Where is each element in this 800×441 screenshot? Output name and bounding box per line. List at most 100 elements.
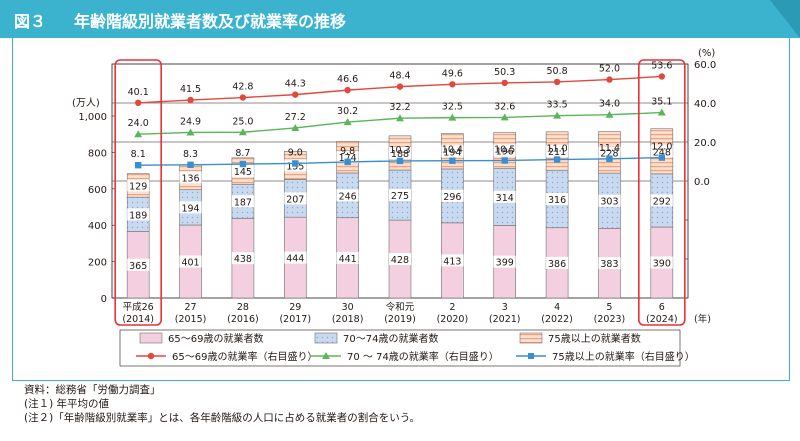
bar-value-label: 228	[600, 148, 618, 159]
line-value-label: 10.4	[442, 145, 463, 156]
line-value-label: 12.0	[651, 142, 672, 153]
x-tick-label-year: (2020)	[437, 314, 469, 325]
line-point	[239, 160, 247, 168]
line-point	[449, 157, 456, 164]
legend-label: 65～69歳の就業率（右目盛り）	[172, 350, 317, 363]
right-tick-label: 60.0	[694, 60, 716, 71]
left-tick-label: 0	[101, 294, 107, 305]
x-tick-label-era: 4	[554, 302, 560, 313]
legend-marker	[528, 353, 534, 359]
x-tick-label-era: 30	[342, 302, 354, 313]
x-axis-unit: (年)	[694, 313, 711, 325]
left-tick-label: 800	[88, 148, 107, 159]
bar-label-bg	[127, 179, 150, 192]
line-point	[396, 83, 404, 90]
line-point	[134, 162, 142, 169]
line-point	[501, 157, 508, 164]
bar-value-label: 194	[181, 203, 199, 214]
bar-value-label: 303	[600, 197, 618, 208]
legend-label: 75歳以上の就業者数	[548, 332, 641, 345]
note-source: 資料：総務省「労働力調査」	[24, 384, 161, 396]
bar-label-bg	[179, 171, 202, 184]
line-point	[448, 113, 457, 121]
line-value-label: 32.6	[494, 101, 515, 112]
bar-value-label: 136	[181, 173, 199, 184]
left-axis-unit: (万人)	[72, 97, 100, 109]
bar-value-label: 428	[391, 255, 409, 266]
x-tick-label-era: 6	[659, 302, 665, 313]
bar-label-bg	[127, 258, 150, 271]
line-point	[187, 96, 194, 104]
bar-value-label: 444	[286, 254, 304, 265]
line-point	[553, 156, 561, 163]
line-value-label: 10.5	[494, 145, 515, 156]
bar-label-bg	[598, 194, 621, 207]
x-tick-label-year: (2022)	[541, 314, 573, 325]
line-point	[605, 110, 614, 118]
line-point	[187, 161, 194, 169]
bar-value-label: 207	[286, 194, 304, 205]
line-point	[658, 73, 666, 80]
x-tick-label-year: (2014)	[122, 314, 154, 325]
bar-value-label: 188	[391, 149, 409, 160]
line-point	[606, 76, 613, 83]
bar-label-bg	[336, 151, 359, 164]
legend-marker	[322, 352, 330, 359]
bar-label-bg	[650, 256, 673, 269]
line-value-label: 32.2	[389, 102, 410, 113]
line-point	[344, 86, 351, 94]
line-point	[553, 78, 561, 86]
line-point	[396, 157, 404, 165]
line-value-label: 34.0	[599, 99, 620, 110]
line-value-label: 49.6	[442, 68, 463, 79]
line-value-label: 30.2	[337, 106, 358, 117]
bar-label-bg	[389, 146, 411, 159]
bar-label-bg	[546, 256, 569, 269]
x-tick-label-year: (2016)	[227, 314, 259, 325]
line-value-label: 33.5	[547, 100, 568, 111]
bar-label-bg	[650, 145, 673, 158]
bar-label-bg	[389, 189, 411, 202]
bar-label-bg	[650, 194, 673, 207]
line-point	[292, 91, 299, 98]
right-axis-unit: (%)	[698, 48, 715, 59]
left-tick-label: 400	[88, 221, 107, 232]
bar-label-bg	[441, 145, 464, 158]
line-point	[657, 108, 666, 116]
bar-value-label: 211	[548, 147, 566, 158]
right-tick-label: 40.0	[694, 99, 716, 110]
bar-label-bg	[441, 254, 464, 267]
x-tick-label-year: (2018)	[332, 314, 364, 325]
line-point	[134, 99, 142, 107]
bar-value-label: 187	[234, 197, 252, 208]
legend-swatch	[314, 332, 338, 344]
line-value-label: 11.4	[599, 143, 620, 154]
bar-value-label: 401	[181, 258, 199, 269]
line-point	[238, 128, 247, 136]
line-point	[344, 158, 351, 166]
line-point	[658, 154, 666, 161]
legend-label: 70 ～ 74歳の就業率（右目盛り）	[347, 350, 499, 363]
line-value-label: 10.3	[389, 145, 410, 156]
bar-value-label: 383	[600, 259, 618, 270]
line-value-label: 53.6	[651, 60, 672, 71]
highlight-frame	[114, 59, 162, 326]
bar-label-bg	[127, 208, 150, 221]
figure-number: 図３	[14, 12, 47, 31]
x-tick-label-year: (2021)	[489, 314, 521, 325]
bar-value-label: 248	[653, 147, 671, 158]
x-tick-label-era: 平成26	[123, 301, 154, 313]
line-point	[553, 111, 562, 119]
line-value-label: 9.8	[340, 146, 355, 157]
note-2: (注２)「年齢階級別就業率」とは、各年齢階級の人口に占める就業者の割合をいう。	[24, 412, 421, 424]
bar-label-bg	[598, 146, 621, 159]
chart-panel	[12, 38, 790, 381]
notes: 資料：総務省「労働力調査」 (注１) 年平均の値 (注２)「年齢階級別就業率」と…	[24, 383, 420, 425]
line-point	[134, 130, 143, 138]
line-value-label: 24.0	[128, 118, 149, 129]
left-tick-label: 200	[88, 258, 107, 269]
x-tick-label-era: 令和元	[386, 301, 415, 313]
line-point	[239, 94, 247, 101]
line-value-label: 48.4	[389, 71, 410, 82]
bar-label-bg	[179, 255, 202, 268]
